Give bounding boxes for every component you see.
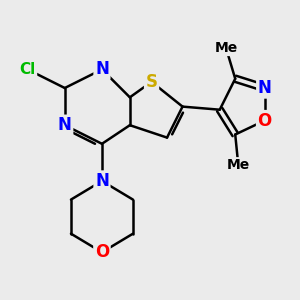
Text: S: S [146, 73, 158, 91]
Text: N: N [58, 116, 72, 134]
Text: O: O [258, 112, 272, 130]
Text: N: N [95, 172, 109, 190]
Text: Cl: Cl [20, 62, 36, 77]
Text: Me: Me [227, 158, 250, 172]
Text: Me: Me [214, 41, 238, 55]
Text: N: N [95, 60, 109, 78]
Text: O: O [95, 243, 109, 261]
Text: N: N [258, 79, 272, 97]
